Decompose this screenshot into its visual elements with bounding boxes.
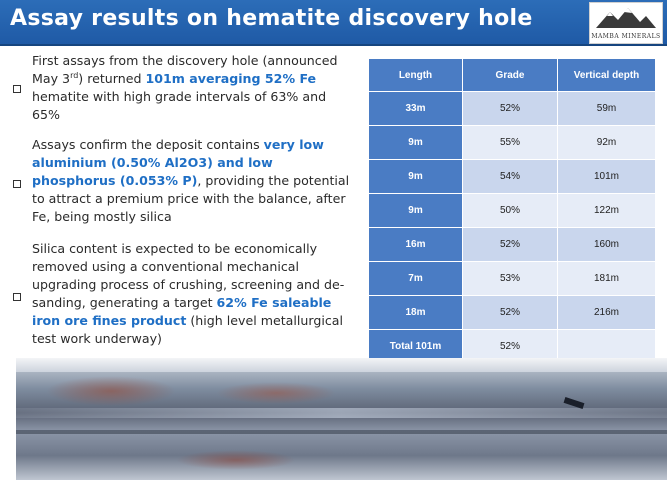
company-logo: MAMBA MINERALS <box>589 2 663 44</box>
highlight-text: 101m averaging 52% Fe <box>145 71 317 86</box>
grade-cell: 52% <box>462 91 558 126</box>
superscript: rd <box>70 70 79 80</box>
depth-cell: 122m <box>557 193 656 228</box>
table-row: 9m 50% 122m <box>368 193 656 228</box>
assay-results-table: Length Grade Vertical depth 33m 52% 59m … <box>368 58 656 364</box>
drill-core-photo <box>16 358 667 480</box>
bullet-text-run: , providing the potential to attract a p… <box>32 173 350 224</box>
highlight-text: 62% Fe saleable iron ore fines product <box>32 295 332 328</box>
bullet-text-run: ) returned <box>78 71 146 86</box>
depth-cell: 181m <box>557 261 656 296</box>
depth-cell: 216m <box>557 295 656 330</box>
column-header-grade: Grade <box>462 58 558 92</box>
table-row: 9m 54% 101m <box>368 159 656 194</box>
table-row: 18m 52% 216m <box>368 295 656 330</box>
grade-cell: 50% <box>462 193 558 228</box>
logo-text: MAMBA MINERALS <box>591 33 661 40</box>
depth-cell: 160m <box>557 227 656 262</box>
bullet-text: Silica content is expected to be economi… <box>32 240 354 348</box>
bullet-text: Assays confirm the deposit contains very… <box>32 136 354 226</box>
table-header-row: Length Grade Vertical depth <box>368 58 656 92</box>
length-cell: 9m <box>368 159 463 194</box>
column-header-vertical-depth: Vertical depth <box>557 58 656 92</box>
table-row: 16m 52% 160m <box>368 227 656 262</box>
depth-cell: 92m <box>557 125 656 160</box>
length-cell: 9m <box>368 193 463 228</box>
slide-title: Assay results on hematite discovery hole <box>10 6 533 31</box>
bullet-text: First assays from the discovery hole (an… <box>32 52 354 124</box>
checkbox-bullet-icon <box>13 180 21 188</box>
grade-cell: 54% <box>462 159 558 194</box>
length-cell: 16m <box>368 227 463 262</box>
bullet-text-run: (high level metallurgical test work unde… <box>32 313 343 346</box>
bullet-text-run: Silica content is expected to be economi… <box>32 241 345 310</box>
grade-cell: 55% <box>462 125 558 160</box>
checkbox-bullet-icon <box>13 85 21 93</box>
length-cell: 9m <box>368 125 463 160</box>
length-cell: 7m <box>368 261 463 296</box>
grade-cell: 52% <box>462 295 558 330</box>
highlight-text: very low aluminium (0.50% Al2O3) and low… <box>32 137 324 188</box>
checkbox-bullet-icon <box>13 293 21 301</box>
depth-cell: 59m <box>557 91 656 126</box>
table-row: 33m 52% 59m <box>368 91 656 126</box>
bullet-text-run: Assays confirm the deposit contains <box>32 137 264 152</box>
length-cell: 33m <box>368 91 463 126</box>
grade-cell: 53% <box>462 261 558 296</box>
bullet-text-run: First assays from the discovery hole (an… <box>32 53 338 86</box>
table-row: 7m 53% 181m <box>368 261 656 296</box>
grade-cell: 52% <box>462 227 558 262</box>
depth-cell: 101m <box>557 159 656 194</box>
bullet-text-run: hematite with high grade intervals of 63… <box>32 89 327 122</box>
column-header-length: Length <box>368 58 463 92</box>
title-bar: Assay results on hematite discovery hole… <box>0 0 667 46</box>
mountain-logo-icon <box>596 8 656 28</box>
table-row: 9m 55% 92m <box>368 125 656 160</box>
length-cell: 18m <box>368 295 463 330</box>
